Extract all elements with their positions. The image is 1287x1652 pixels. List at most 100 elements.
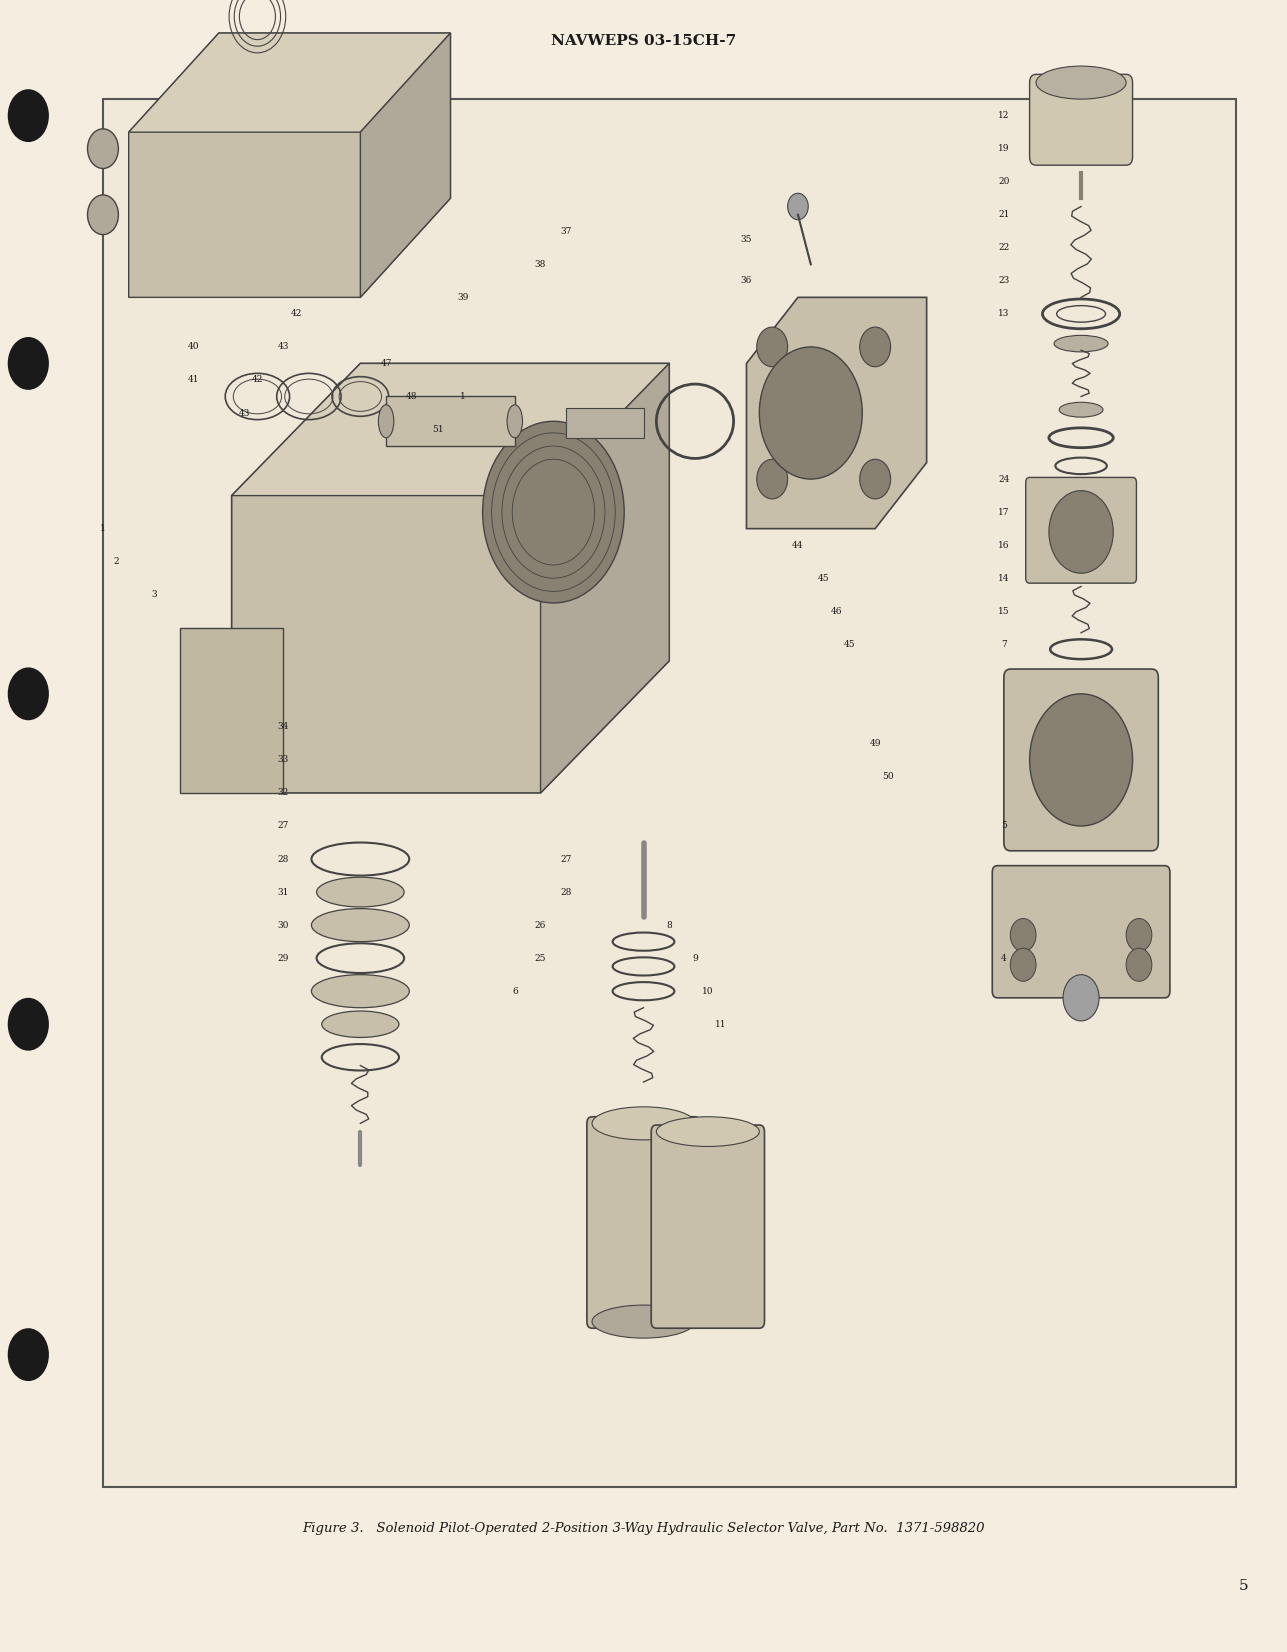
Circle shape: [1126, 919, 1152, 952]
Ellipse shape: [592, 1107, 695, 1140]
Text: 14: 14: [999, 573, 1009, 583]
Ellipse shape: [592, 1305, 695, 1338]
Circle shape: [8, 1328, 49, 1381]
Text: 36: 36: [741, 276, 752, 286]
Circle shape: [8, 998, 49, 1051]
Text: 37: 37: [561, 226, 571, 236]
Text: 41: 41: [188, 375, 198, 385]
Ellipse shape: [311, 909, 409, 942]
Text: 33: 33: [278, 755, 288, 765]
Text: 19: 19: [999, 144, 1009, 154]
Polygon shape: [129, 33, 450, 132]
Text: NAVWEPS 03-15CH-7: NAVWEPS 03-15CH-7: [551, 35, 736, 48]
Text: 1: 1: [461, 392, 466, 401]
Circle shape: [8, 89, 49, 142]
Polygon shape: [180, 628, 283, 793]
Text: 16: 16: [999, 540, 1009, 550]
Circle shape: [88, 129, 118, 169]
Circle shape: [8, 337, 49, 390]
Ellipse shape: [656, 1117, 759, 1146]
Text: 39: 39: [458, 292, 468, 302]
Bar: [386, 396, 515, 446]
Text: 10: 10: [703, 986, 713, 996]
Text: 44: 44: [793, 540, 803, 550]
Circle shape: [788, 193, 808, 220]
Circle shape: [1126, 948, 1152, 981]
Circle shape: [8, 667, 49, 720]
Text: 45: 45: [817, 573, 830, 583]
Ellipse shape: [1054, 335, 1108, 352]
Text: 11: 11: [716, 1019, 726, 1029]
Circle shape: [757, 327, 788, 367]
Circle shape: [757, 459, 788, 499]
Text: 3: 3: [152, 590, 157, 600]
Text: 43: 43: [278, 342, 288, 352]
Circle shape: [860, 327, 891, 367]
Text: 49: 49: [870, 738, 880, 748]
Circle shape: [1049, 491, 1113, 573]
FancyBboxPatch shape: [651, 1125, 764, 1328]
Text: 43: 43: [239, 408, 250, 418]
FancyBboxPatch shape: [1004, 669, 1158, 851]
Ellipse shape: [317, 877, 404, 907]
Circle shape: [1010, 948, 1036, 981]
Polygon shape: [746, 297, 927, 529]
Ellipse shape: [1036, 66, 1126, 99]
FancyBboxPatch shape: [587, 1117, 700, 1328]
Text: 12: 12: [999, 111, 1009, 121]
Text: 34: 34: [278, 722, 288, 732]
FancyBboxPatch shape: [1026, 477, 1136, 583]
Text: 15: 15: [997, 606, 1010, 616]
Ellipse shape: [1059, 401, 1103, 418]
Text: 51: 51: [431, 425, 444, 434]
Ellipse shape: [507, 405, 523, 438]
Text: 20: 20: [999, 177, 1009, 187]
Polygon shape: [360, 33, 450, 297]
Text: 2: 2: [113, 557, 118, 567]
Text: 50: 50: [882, 771, 894, 781]
Text: 42: 42: [252, 375, 263, 385]
Ellipse shape: [378, 405, 394, 438]
Text: 26: 26: [535, 920, 546, 930]
Text: 45: 45: [843, 639, 856, 649]
Text: 23: 23: [999, 276, 1009, 286]
FancyBboxPatch shape: [1030, 74, 1133, 165]
Circle shape: [1063, 975, 1099, 1021]
Ellipse shape: [311, 975, 409, 1008]
Text: 35: 35: [741, 235, 752, 244]
Text: 21: 21: [999, 210, 1009, 220]
Text: 24: 24: [999, 474, 1009, 484]
Text: 46: 46: [831, 606, 842, 616]
Polygon shape: [129, 33, 450, 297]
Text: 48: 48: [407, 392, 417, 401]
Text: 29: 29: [278, 953, 288, 963]
Text: 8: 8: [667, 920, 672, 930]
Text: 38: 38: [535, 259, 546, 269]
Text: Figure 3.   Solenoid Pilot-Operated 2-Position 3-Way Hydraulic Selector Valve, P: Figure 3. Solenoid Pilot-Operated 2-Posi…: [302, 1521, 985, 1535]
Circle shape: [860, 459, 891, 499]
FancyBboxPatch shape: [992, 866, 1170, 998]
Ellipse shape: [322, 1011, 399, 1037]
Polygon shape: [541, 363, 669, 793]
Polygon shape: [232, 363, 669, 496]
Text: 17: 17: [999, 507, 1009, 517]
Text: 7: 7: [1001, 639, 1006, 649]
Text: 28: 28: [278, 854, 288, 864]
Text: 1: 1: [100, 524, 106, 534]
Text: 30: 30: [278, 920, 288, 930]
Text: 6: 6: [512, 986, 517, 996]
Circle shape: [88, 195, 118, 235]
Text: 9: 9: [692, 953, 698, 963]
Text: 4: 4: [1001, 953, 1006, 963]
Bar: [566, 408, 644, 438]
Bar: [103, 99, 1236, 1487]
Text: 40: 40: [188, 342, 198, 352]
Text: 42: 42: [291, 309, 301, 319]
Text: 27: 27: [561, 854, 571, 864]
Circle shape: [483, 421, 624, 603]
Text: 13: 13: [999, 309, 1009, 319]
Circle shape: [1010, 919, 1036, 952]
Text: 5: 5: [1239, 1579, 1248, 1593]
Text: 31: 31: [278, 887, 288, 897]
Polygon shape: [232, 363, 669, 793]
